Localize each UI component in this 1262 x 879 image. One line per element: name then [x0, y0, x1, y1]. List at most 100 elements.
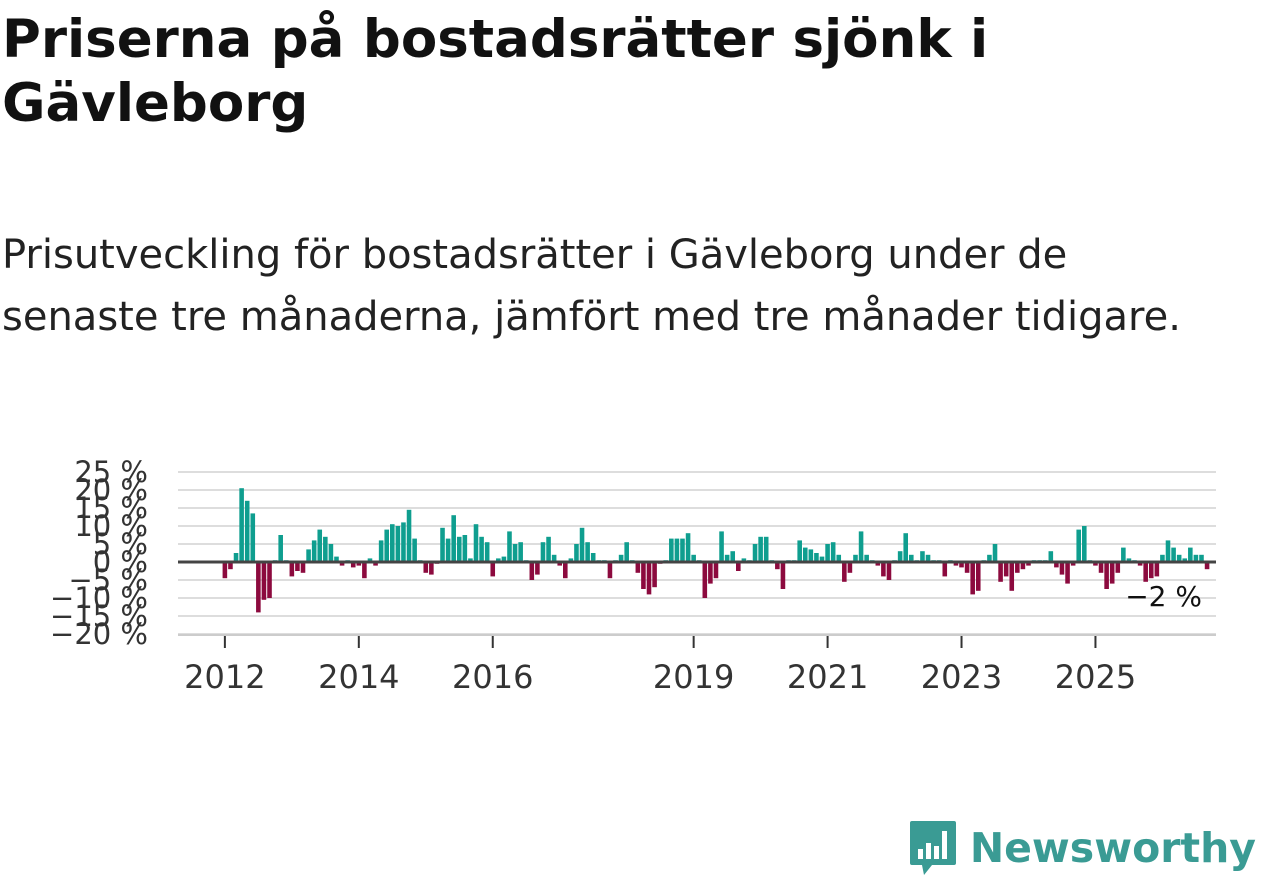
bar — [334, 556, 339, 562]
x-axis: 2012 2014 2016 2019 2021 2023 2025 — [178, 634, 1216, 696]
bar — [484, 542, 490, 562]
bar — [1065, 562, 1070, 584]
bar — [512, 544, 518, 562]
bar — [858, 531, 864, 562]
bar — [1121, 547, 1126, 562]
bar — [362, 562, 367, 579]
bar — [819, 556, 825, 562]
bar — [1171, 547, 1176, 562]
bars — [222, 488, 1210, 613]
y-tick-label: 15 % — [74, 491, 148, 525]
y-tick-label: −20 % — [50, 617, 148, 651]
bar — [847, 562, 853, 573]
bar — [925, 554, 931, 562]
bar — [1188, 547, 1193, 562]
bar — [317, 529, 323, 562]
bar — [830, 542, 836, 562]
y-axis-labels: 25 %20 %15 %10 %5 %0 %−5 %−10 %−15 %−20 … — [50, 455, 148, 651]
bar — [412, 538, 417, 562]
bar — [239, 488, 244, 562]
bar — [1115, 562, 1121, 573]
bar — [842, 562, 847, 582]
bar — [730, 551, 736, 562]
brand-name: Newsworthy — [969, 824, 1256, 872]
bar — [992, 544, 998, 562]
bar — [1054, 562, 1059, 568]
bar — [886, 562, 892, 580]
bar — [518, 542, 523, 562]
bar — [802, 547, 808, 562]
bar — [250, 513, 256, 562]
y-tick-label: −15 % — [50, 599, 148, 633]
bar — [1182, 558, 1188, 562]
bar — [652, 562, 657, 588]
bar — [563, 562, 568, 579]
bar — [228, 562, 233, 570]
bar — [456, 536, 462, 562]
bar — [256, 562, 261, 613]
bar-chart: 25 %20 %15 %10 %5 %0 %−5 %−10 %−15 %−20 … — [50, 455, 1216, 696]
gridlines — [178, 471, 1216, 635]
bar — [529, 562, 535, 580]
bar — [953, 562, 959, 566]
bar — [797, 540, 802, 562]
bar — [624, 542, 629, 562]
bar — [669, 538, 674, 562]
bar — [691, 554, 696, 562]
bar — [579, 527, 585, 562]
bar — [557, 562, 563, 566]
bar — [998, 562, 1003, 582]
bar — [1020, 562, 1026, 570]
bar — [244, 500, 250, 562]
y-tick-label: 0 % — [93, 545, 148, 579]
bar — [680, 538, 685, 562]
bar — [440, 527, 445, 562]
bar — [814, 553, 819, 562]
bar — [1204, 562, 1210, 570]
bar — [429, 562, 434, 575]
bar — [507, 531, 512, 562]
bar — [1098, 562, 1104, 573]
bar — [401, 522, 406, 562]
bar — [719, 531, 724, 562]
bar — [585, 542, 590, 562]
bar — [909, 554, 914, 562]
bar — [546, 536, 551, 562]
bar — [367, 558, 373, 562]
bar — [574, 544, 579, 562]
bar — [897, 551, 903, 562]
bar — [975, 562, 981, 591]
bar — [261, 562, 267, 600]
bar — [378, 540, 384, 562]
bar — [758, 536, 763, 562]
bar — [635, 562, 641, 573]
bar — [903, 533, 909, 562]
x-tick-label: 2016 — [452, 658, 533, 696]
bar — [1143, 562, 1148, 582]
bar — [568, 558, 574, 562]
bar — [1009, 562, 1015, 591]
bar — [1003, 562, 1009, 577]
bar — [1193, 554, 1199, 562]
bar — [674, 538, 680, 562]
bar — [607, 562, 613, 579]
bar — [1093, 562, 1098, 566]
bar — [311, 540, 317, 562]
x-tick-label: 2023 — [921, 658, 1002, 696]
newsworthy-logo-icon — [909, 821, 956, 875]
page-title: Priserna på bostadsrätter sjönk i Gävleb… — [2, 9, 989, 134]
bar — [1160, 554, 1165, 562]
bar — [1148, 562, 1154, 579]
bar — [496, 558, 501, 562]
bar — [702, 562, 708, 598]
bar — [741, 558, 747, 562]
bar — [853, 554, 858, 562]
bar — [267, 562, 272, 598]
bar — [970, 562, 975, 595]
bar — [540, 542, 546, 562]
bar — [1154, 562, 1160, 577]
bar — [763, 536, 769, 562]
bar — [920, 551, 925, 562]
bar — [222, 562, 228, 579]
bar — [775, 562, 780, 570]
